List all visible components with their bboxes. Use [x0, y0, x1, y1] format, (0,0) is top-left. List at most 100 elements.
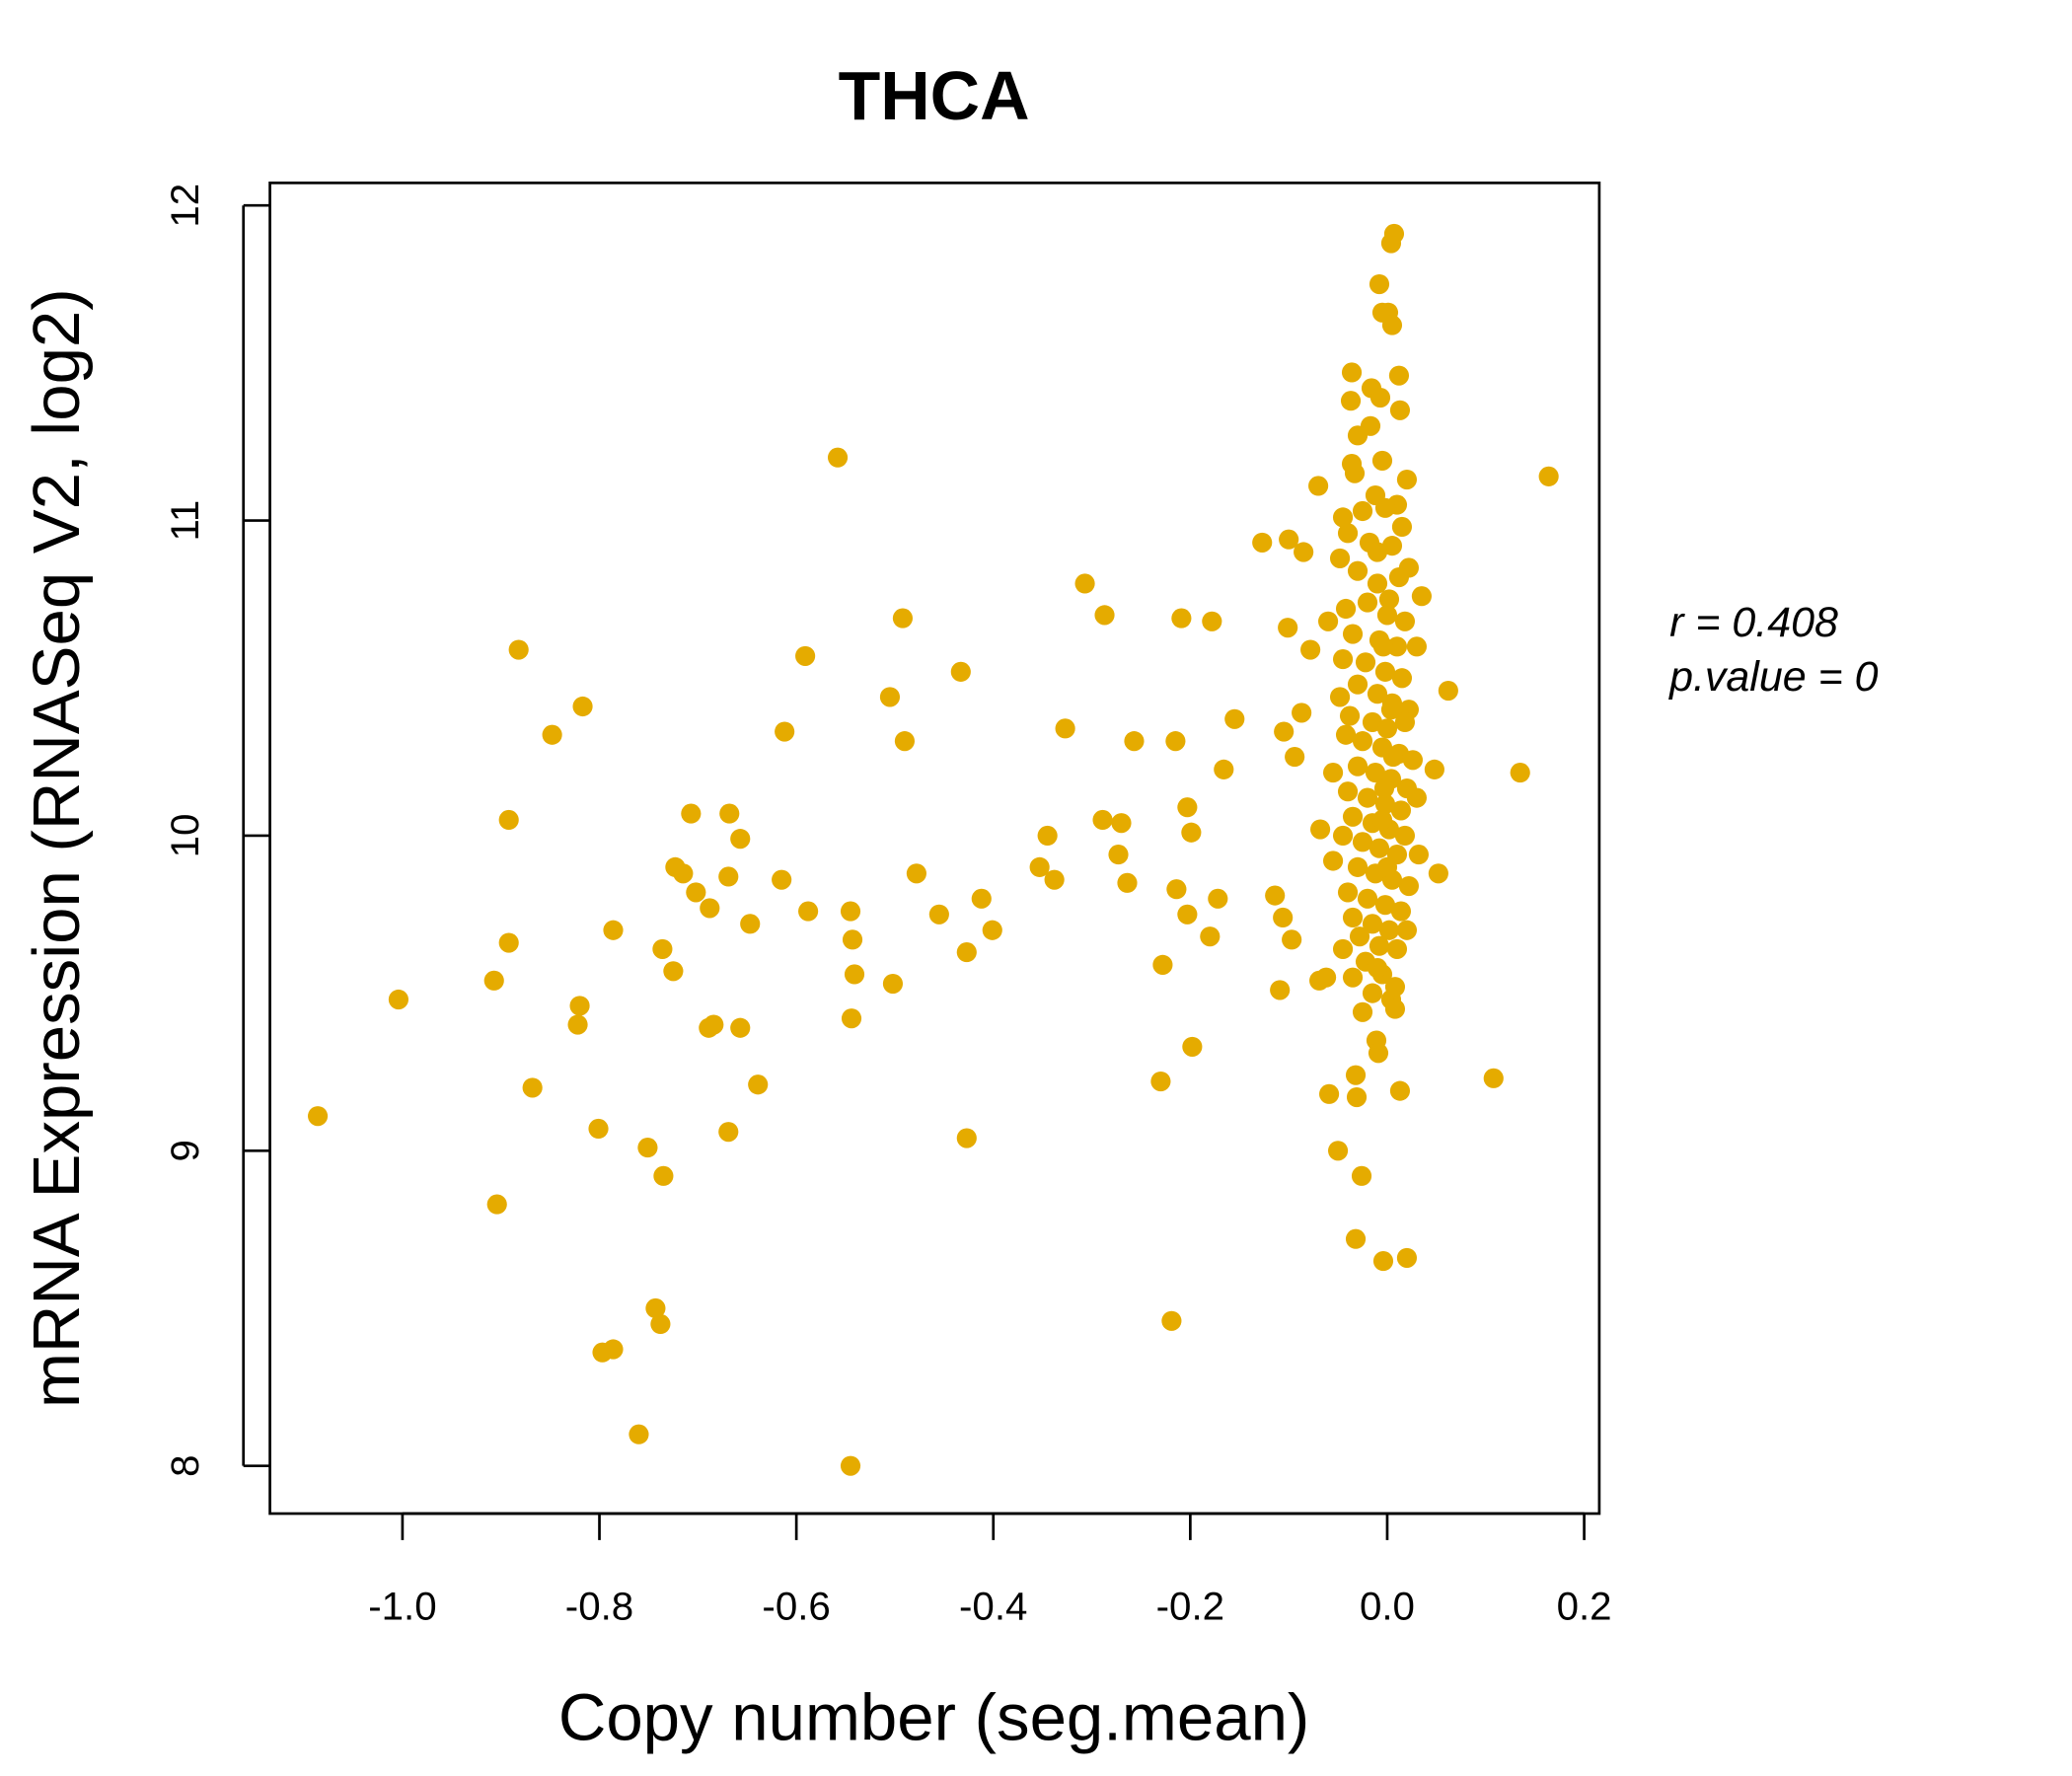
data-point [1376, 605, 1398, 626]
data-point [1352, 832, 1373, 852]
data-point [1270, 980, 1291, 1000]
data-point [1177, 797, 1198, 818]
correlation-annotation: r = 0.408 [1669, 599, 1838, 646]
data-point [1357, 592, 1378, 613]
data-point [718, 1122, 739, 1143]
chart-title: THCA [839, 57, 1030, 134]
data-point [906, 863, 926, 884]
data-point [1374, 793, 1396, 815]
data-point [1273, 907, 1294, 928]
y-tick-label: 12 [163, 184, 207, 228]
data-point [1389, 400, 1411, 420]
data-point [1074, 573, 1095, 594]
data-point [653, 1165, 674, 1186]
data-point [1347, 856, 1369, 877]
data-point [1208, 888, 1228, 909]
x-tick-label: -0.4 [959, 1584, 1027, 1628]
data-point [388, 989, 408, 1010]
data-point [1117, 872, 1138, 893]
points-layer [308, 223, 1559, 1476]
data-point [1318, 611, 1339, 631]
data-point [1342, 624, 1364, 644]
data-point [1388, 365, 1410, 386]
data-point [1372, 636, 1394, 657]
data-point [703, 1014, 724, 1035]
data-point [1202, 611, 1222, 631]
data-point [1373, 777, 1395, 799]
data-point [1327, 1141, 1349, 1161]
data-point [1346, 1086, 1368, 1108]
data-point [894, 731, 915, 752]
data-point [1092, 809, 1113, 831]
y-tick-label: 9 [163, 1140, 207, 1161]
x-tick-label: 0.2 [1557, 1584, 1612, 1628]
y-tick-label: 11 [163, 500, 207, 542]
data-point [1337, 882, 1359, 903]
x-tick-label: -1.0 [368, 1584, 436, 1628]
data-point [1108, 845, 1129, 865]
data-point [892, 608, 913, 629]
data-point [1044, 869, 1065, 890]
data-point [840, 901, 861, 922]
data-point [1349, 926, 1370, 947]
data-point [1329, 687, 1351, 707]
data-point [686, 882, 706, 903]
data-point [1428, 863, 1448, 884]
pvalue-annotation: p.value = 0 [1667, 653, 1879, 701]
data-point [1388, 566, 1410, 588]
y-tick-label: 8 [163, 1454, 207, 1476]
data-point [1177, 904, 1198, 925]
data-point [772, 869, 792, 890]
data-point [1166, 879, 1187, 900]
data-point [1335, 724, 1357, 745]
data-point [1340, 391, 1362, 411]
data-point [1224, 708, 1245, 729]
data-point [1345, 1065, 1367, 1085]
data-point [1342, 967, 1364, 988]
data-point [1310, 819, 1331, 840]
data-point [603, 1339, 624, 1360]
data-point [1278, 618, 1298, 638]
data-point [1339, 705, 1361, 726]
data-point [1402, 750, 1423, 771]
data-point [1337, 523, 1359, 544]
data-point [1380, 233, 1402, 254]
data-point [1352, 500, 1373, 522]
data-point [840, 1455, 861, 1476]
data-point [1200, 926, 1221, 947]
x-tick-label: 0.0 [1360, 1584, 1415, 1628]
data-point [1171, 608, 1192, 629]
data-point [1386, 938, 1408, 959]
data-point [1150, 1071, 1171, 1092]
data-point [1424, 759, 1444, 779]
data-point [1394, 825, 1416, 847]
data-point [775, 721, 795, 742]
data-point [1341, 362, 1363, 383]
data-point [1394, 611, 1416, 631]
data-point [1372, 1251, 1394, 1272]
data-point [1347, 756, 1369, 777]
data-point [1369, 273, 1390, 295]
data-point [1362, 914, 1383, 934]
data-point [1362, 983, 1383, 1003]
data-point [486, 1194, 507, 1215]
data-point [1332, 507, 1354, 528]
data-point [542, 724, 562, 745]
data-point [1389, 1080, 1411, 1101]
data-point [1369, 935, 1390, 956]
x-tick-label: -0.8 [565, 1584, 633, 1628]
data-point [1411, 586, 1432, 607]
data-point [827, 447, 849, 468]
data-point [1380, 700, 1402, 720]
data-point [1384, 999, 1406, 1019]
data-point [928, 904, 949, 925]
data-point [1342, 907, 1364, 928]
data-point [483, 970, 504, 991]
data-point [1371, 450, 1393, 471]
data-point [1308, 476, 1329, 496]
data-point [663, 961, 684, 982]
data-point [1323, 762, 1344, 783]
data-point [569, 996, 590, 1016]
data-point [1365, 762, 1386, 783]
